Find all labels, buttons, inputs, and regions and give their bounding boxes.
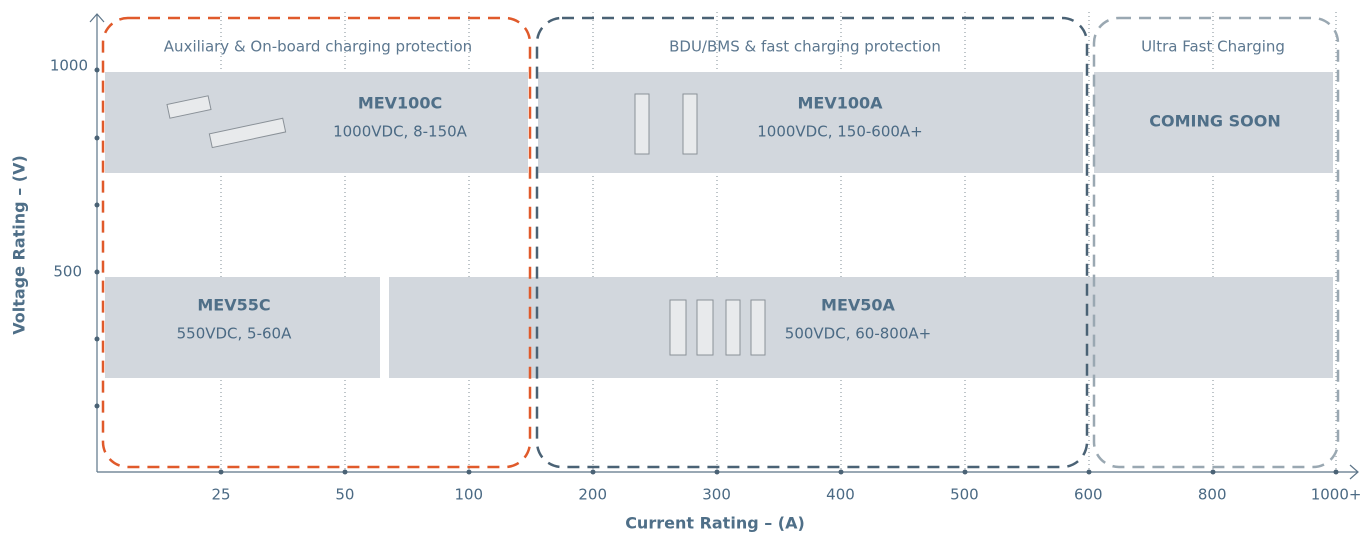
x-tick-label: 100: [454, 486, 483, 504]
x-tick-label: 400: [826, 486, 855, 504]
product-spec: 1000VDC, 8-150A: [333, 123, 468, 141]
x-tick-label: 500: [950, 486, 979, 504]
y-tick-label: 1000: [50, 57, 88, 75]
group-title: Auxiliary & On-board charging protection: [164, 38, 472, 56]
product-spec: 550VDC, 5-60A: [177, 325, 292, 343]
product-name: MEV55C: [197, 296, 270, 315]
x-tick-labels: 25 50 100 200 300 400 500 600 800 1000+: [211, 486, 1361, 504]
x-tick-label: 600: [1074, 486, 1103, 504]
x-tick-label: 25: [211, 486, 230, 504]
group-title: Ultra Fast Charging: [1141, 38, 1285, 56]
group-title: BDU/BMS & fast charging protection: [669, 38, 941, 56]
x-tick-label: 50: [335, 486, 354, 504]
product-name: MEV100A: [797, 94, 883, 113]
x-axis-title: Current Rating – (A): [625, 514, 805, 533]
product-spec: 1000VDC, 150-600A+: [757, 123, 923, 141]
product-name: COMING SOON: [1149, 112, 1280, 131]
x-tick-label: 300: [702, 486, 731, 504]
y-axis-title: Voltage Rating – (V): [10, 155, 29, 335]
product-name: MEV100C: [358, 94, 442, 113]
range-diagram: Auxiliary & On-board charging protection…: [0, 0, 1366, 537]
x-tick-label: 800: [1198, 486, 1227, 504]
x-tick-label: 200: [578, 486, 607, 504]
product-name: MEV50A: [821, 296, 896, 315]
x-tick-label: 1000+: [1311, 486, 1362, 504]
product-spec: 500VDC, 60-800A+: [785, 325, 931, 343]
y-tick-label: 500: [53, 263, 82, 281]
